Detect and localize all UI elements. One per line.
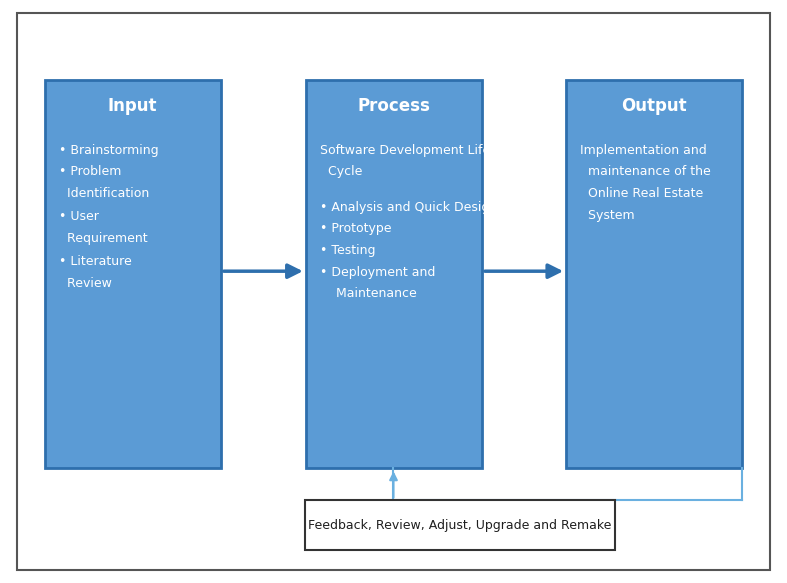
- Text: • Problem: • Problem: [59, 165, 121, 178]
- Text: Cycle: Cycle: [320, 165, 362, 178]
- Text: Input: Input: [108, 97, 157, 115]
- Text: Implementation and: Implementation and: [580, 143, 707, 157]
- Text: Maintenance: Maintenance: [320, 287, 416, 300]
- Text: Process: Process: [357, 97, 430, 115]
- Text: • User: • User: [59, 210, 98, 223]
- Text: Review: Review: [59, 277, 112, 290]
- Text: • Prototype: • Prototype: [320, 222, 391, 236]
- Text: • Testing: • Testing: [320, 244, 375, 257]
- Text: Output: Output: [622, 97, 687, 115]
- Text: • Analysis and Quick Design: • Analysis and Quick Design: [320, 201, 497, 213]
- Text: • Literature: • Literature: [59, 255, 131, 268]
- Bar: [305, 80, 482, 469]
- Text: Identification: Identification: [59, 187, 149, 200]
- Text: • Deployment and: • Deployment and: [320, 266, 435, 279]
- Text: Feedback, Review, Adjust, Upgrade and Remake: Feedback, Review, Adjust, Upgrade and Re…: [308, 518, 611, 532]
- Bar: [566, 80, 742, 469]
- Text: • Brainstorming: • Brainstorming: [59, 143, 158, 157]
- Text: Software Development Life: Software Development Life: [320, 143, 490, 157]
- Text: Online Real Estate: Online Real Estate: [580, 187, 704, 200]
- Text: Requirement: Requirement: [59, 232, 147, 245]
- Text: maintenance of the: maintenance of the: [580, 165, 711, 178]
- Text: System: System: [580, 209, 635, 222]
- Bar: [305, 500, 615, 550]
- Bar: [45, 80, 221, 469]
